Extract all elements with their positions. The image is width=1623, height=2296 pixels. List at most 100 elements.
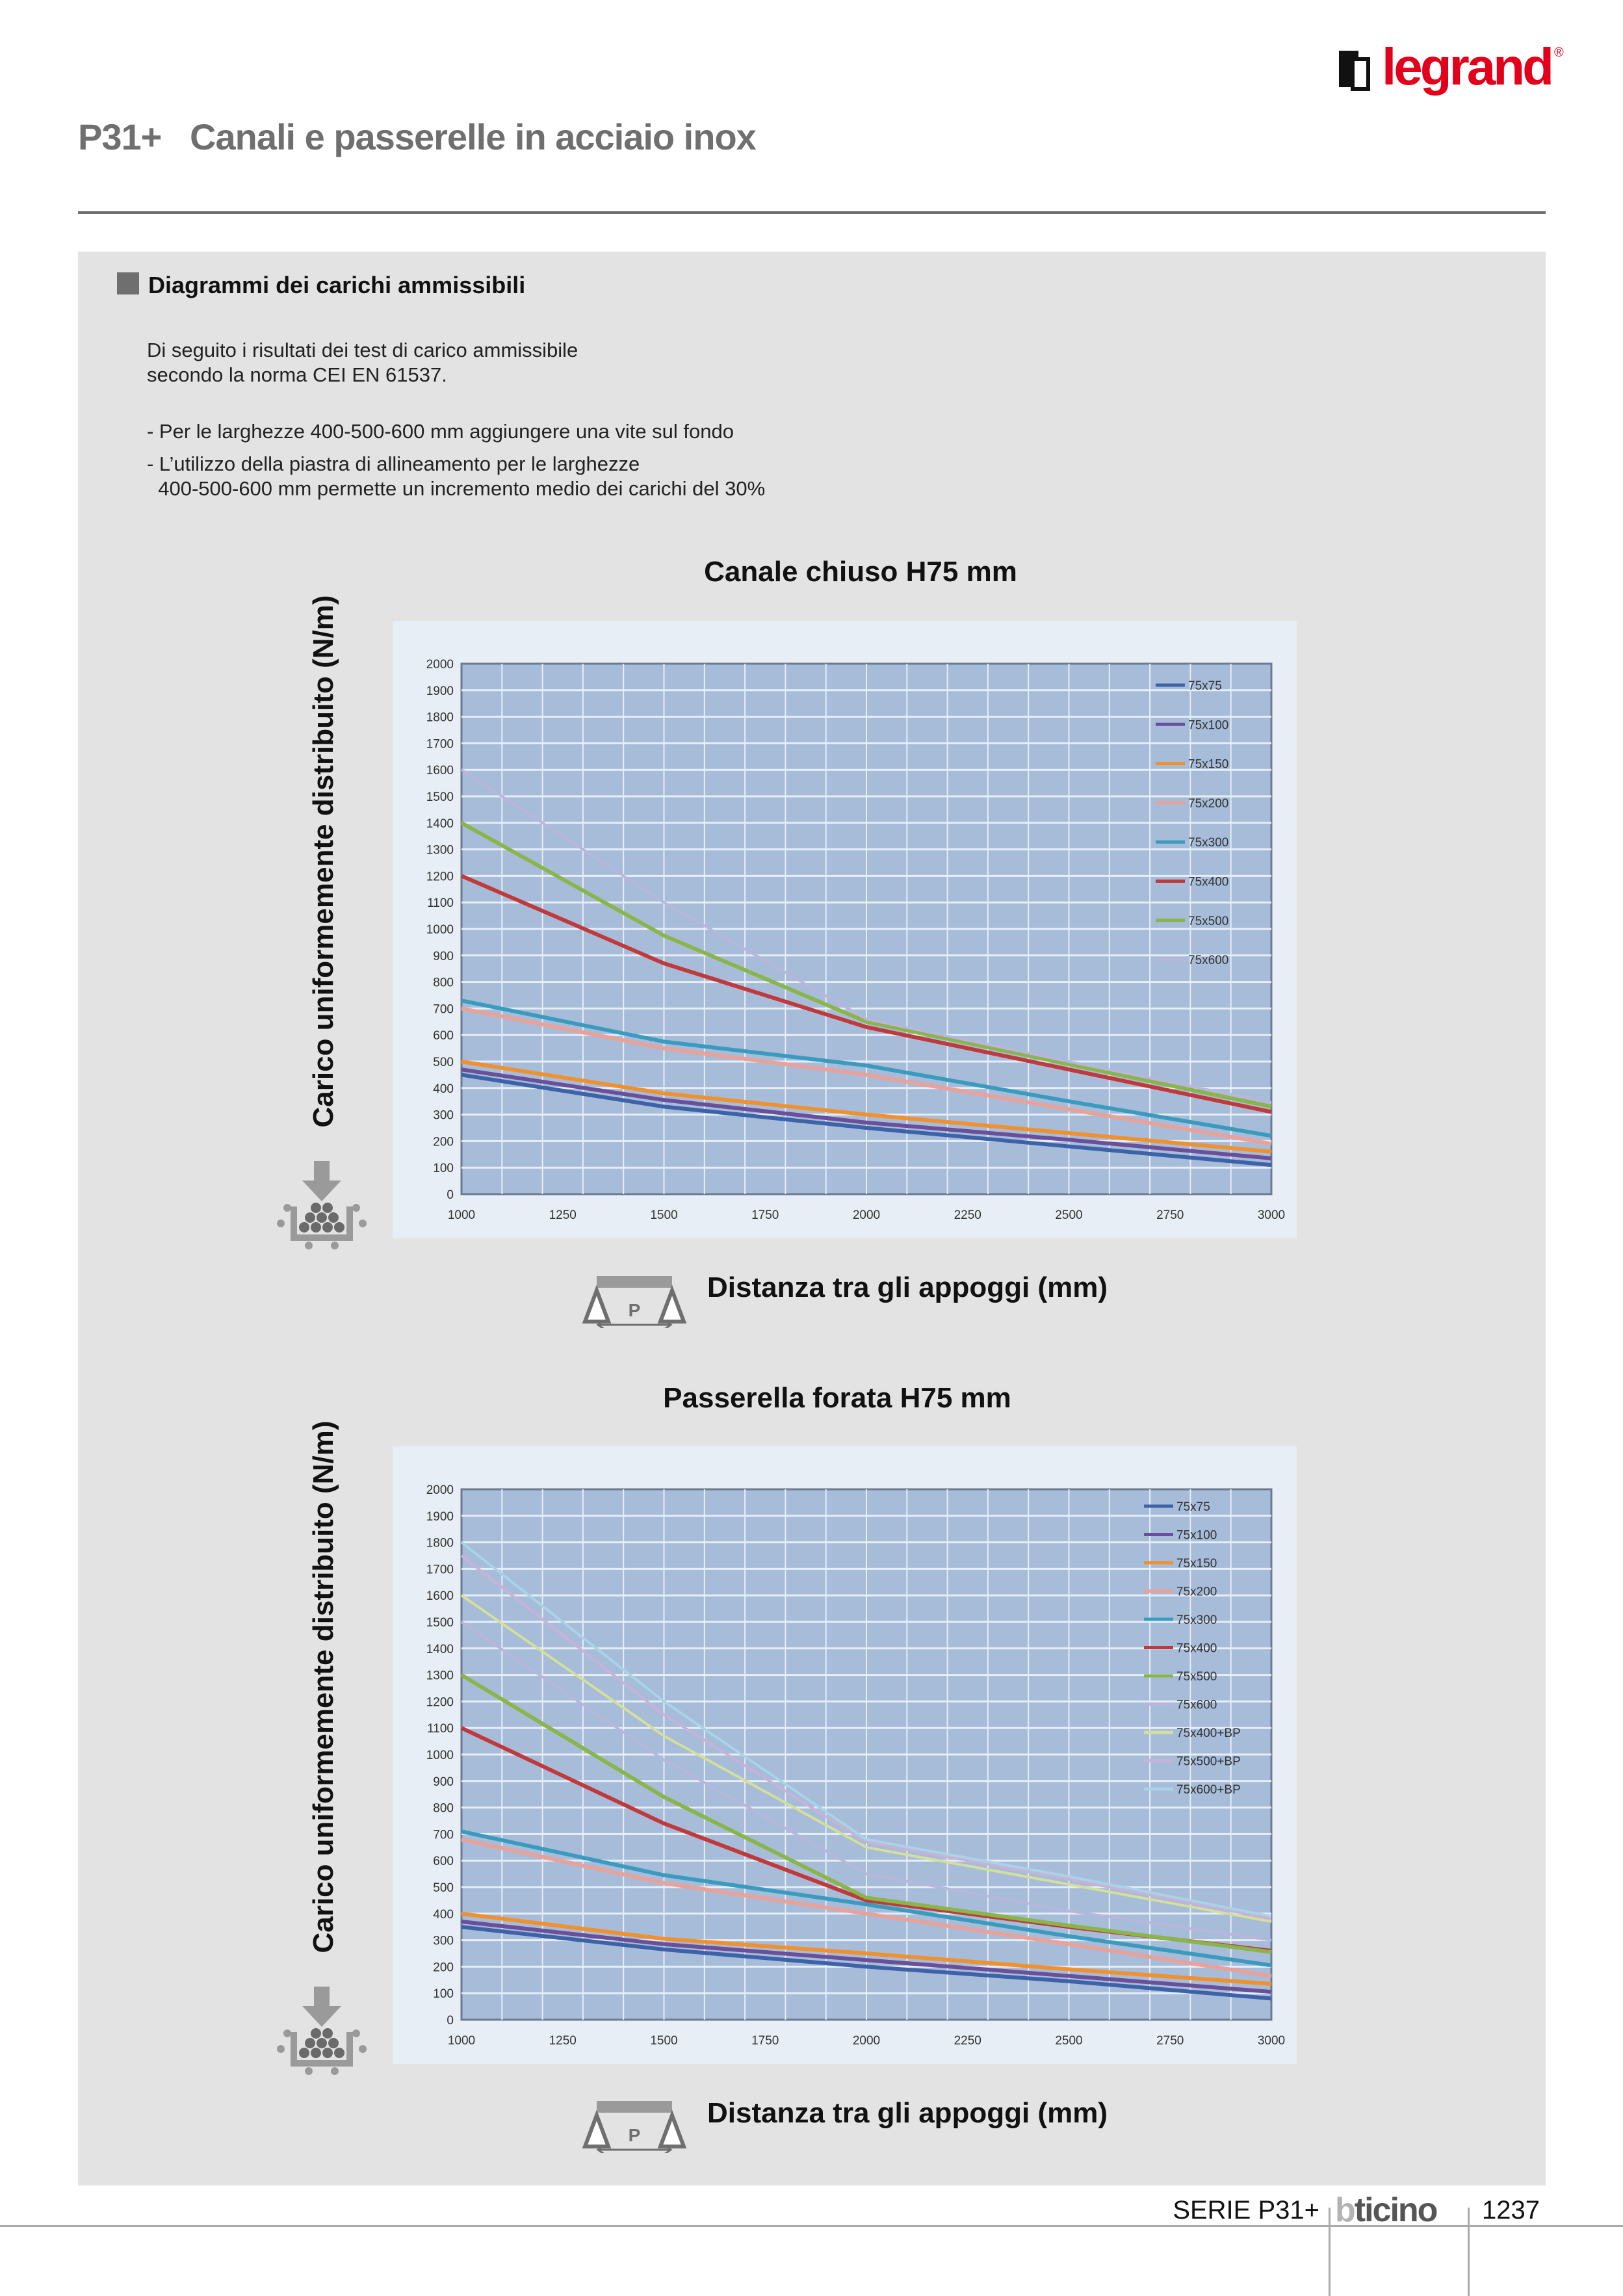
legend-label: 75x150 [1176, 1557, 1217, 1571]
intro-line: secondo la norma CEI EN 61537. [147, 363, 447, 386]
bticino-logo: bticino [1335, 2191, 1438, 2230]
y-tick-label: 0 [447, 2014, 454, 2028]
series-line-75x600 [460, 1621, 1272, 1942]
series-line-75x400 [460, 874, 1272, 1114]
x-tick-label: 2750 [1156, 2034, 1184, 2048]
support-span-icon: P [582, 2101, 686, 2153]
series-line-75x500 [460, 821, 1272, 1109]
legend-label: 75x200 [1176, 1585, 1217, 1599]
y-tick-label: 1300 [426, 844, 454, 857]
x-tick-label: 2750 [1156, 1208, 1184, 1222]
legend-label: 75x300 [1188, 836, 1228, 850]
y-tick-label: 1000 [426, 923, 454, 937]
series-line-75x600-plus-bp [460, 1541, 1272, 1918]
series-line-75x500-plus-bp [460, 1554, 1272, 1920]
series-line-75x75 [461, 1925, 1272, 2001]
intro-text: Di seguito i risultati dei test di caric… [147, 338, 578, 387]
y-tick-label: 0 [447, 1188, 454, 1202]
series-line-75x300 [461, 1829, 1272, 1968]
y-tick-label: 100 [433, 1987, 454, 2001]
intro-line: Di seguito i risultati dei test di caric… [147, 339, 578, 361]
support-span-icon: P [582, 1276, 686, 1328]
legend-label: 75x400 [1176, 1642, 1217, 1656]
legend-label: 75x400+BP [1176, 1727, 1241, 1740]
chart1-plot: 0 100 200 300 400 500 600 700 800 900 1000 1100 1200… [393, 621, 1297, 1238]
y-tick-label: 800 [433, 1802, 454, 1816]
x-tick-label: 1500 [650, 2034, 677, 2048]
series-line-75x100 [461, 1920, 1272, 1994]
series-line-75x600 [460, 768, 1272, 1104]
heading-square-icon [117, 272, 139, 294]
legend-label: 75x75 [1188, 679, 1222, 693]
series-line-75x300 [461, 998, 1272, 1138]
title-text: Canali e passerelle in acciaio inox [190, 116, 757, 157]
chart2-title: Passerella forata H75 mm [663, 1382, 1011, 1414]
y-tick-label: 200 [433, 1961, 454, 1974]
chart2-ylabel: Carico uniformemente distribuito (N/m) [307, 1420, 339, 1953]
series-line-75x75 [461, 1073, 1272, 1168]
legend-label: 75x200 [1188, 797, 1228, 811]
y-tick-label: 1400 [426, 1643, 454, 1656]
note-line: 400-500-600 mm permette un incremento me… [147, 477, 766, 500]
legend-label: 75x100 [1188, 718, 1228, 732]
brand-name: legrand [1382, 38, 1554, 96]
y-tick-label: 600 [433, 1029, 454, 1043]
y-tick-label: 1900 [426, 685, 454, 698]
legend-label: 75x600+BP [1176, 1783, 1241, 1797]
x-tick-label: 1250 [549, 2034, 577, 2048]
distributed-load-icon [277, 1161, 367, 1249]
legrand-logo: legrand ® [1339, 38, 1564, 104]
page-title: P31+ Canali e passerelle in acciaio inox [78, 116, 757, 158]
x-tick-label: 3000 [1258, 1208, 1285, 1222]
series-line-75x500 [460, 1673, 1272, 1954]
notes-text: - Per le larghezze 400-500-600 mm aggiun… [147, 419, 765, 501]
legend-label: 75x150 [1188, 758, 1228, 772]
series-code: P31+ [78, 116, 162, 157]
y-tick-label: 1200 [426, 870, 454, 883]
y-tick-label: 500 [433, 1881, 454, 1895]
y-tick-label: 500 [433, 1056, 454, 1069]
series-line-75x200 [461, 1837, 1272, 1978]
y-tick-label: 1100 [427, 896, 454, 910]
note-line: - L’utilizzo della piastra di allineamen… [147, 452, 640, 475]
legend-label: 75x600 [1176, 1699, 1217, 1712]
legend-label: 75x400 [1188, 876, 1228, 889]
y-tick-label: 1600 [426, 1589, 454, 1603]
x-tick-label: 1750 [751, 2034, 779, 2048]
y-tick-label: 400 [433, 1908, 454, 1922]
chart1-title: Canale chiuso H75 mm [704, 556, 1017, 588]
y-tick-label: 1300 [426, 1669, 454, 1683]
series-line-75x400-plus-bp [460, 1594, 1272, 1924]
y-tick-label: 900 [433, 950, 454, 963]
legend-label: 75x500 [1188, 915, 1228, 928]
y-tick-label: 1900 [426, 1510, 454, 1524]
y-tick-label: 300 [433, 1935, 454, 1948]
x-tick-label: 2500 [1055, 1208, 1082, 1222]
section-heading: Diagrammi dei carichi ammissibili [148, 272, 526, 298]
x-tick-label: 1500 [650, 1208, 677, 1222]
legend-label: 75x75 [1176, 1500, 1210, 1514]
note-line: - Per le larghezze 400-500-600 mm aggiun… [147, 420, 734, 443]
y-tick-label: 1700 [426, 737, 454, 751]
y-tick-label: 400 [433, 1082, 454, 1096]
x-tick-label: 2250 [954, 1208, 981, 1222]
legrand-mark-icon [1339, 51, 1373, 91]
header-divider [78, 211, 1546, 214]
footer-separator [1329, 2208, 1331, 2296]
y-tick-label: 300 [433, 1109, 454, 1123]
x-tick-label: 2250 [954, 2034, 981, 2048]
series-line-75x100 [461, 1067, 1272, 1160]
chart1-xlabel: Distanza tra gli appoggi (mm) [707, 1272, 1108, 1303]
x-tick-label: 1750 [751, 1208, 779, 1222]
x-tick-label: 2500 [1055, 2034, 1082, 2048]
y-tick-label: 1000 [426, 1749, 454, 1762]
span-letter: P [629, 1300, 641, 1320]
y-tick-label: 1500 [426, 1616, 454, 1630]
x-tick-label: 2000 [853, 1208, 880, 1222]
chart2-plot: 0 100 200 300 400 500 600 700 800 900 1000 1100 1200… [393, 1446, 1297, 2064]
series-line-75x150 [461, 1911, 1272, 1986]
y-tick-label: 2000 [426, 1483, 454, 1497]
y-tick-label: 600 [433, 1855, 454, 1868]
x-tick-label: 1250 [549, 1208, 577, 1222]
